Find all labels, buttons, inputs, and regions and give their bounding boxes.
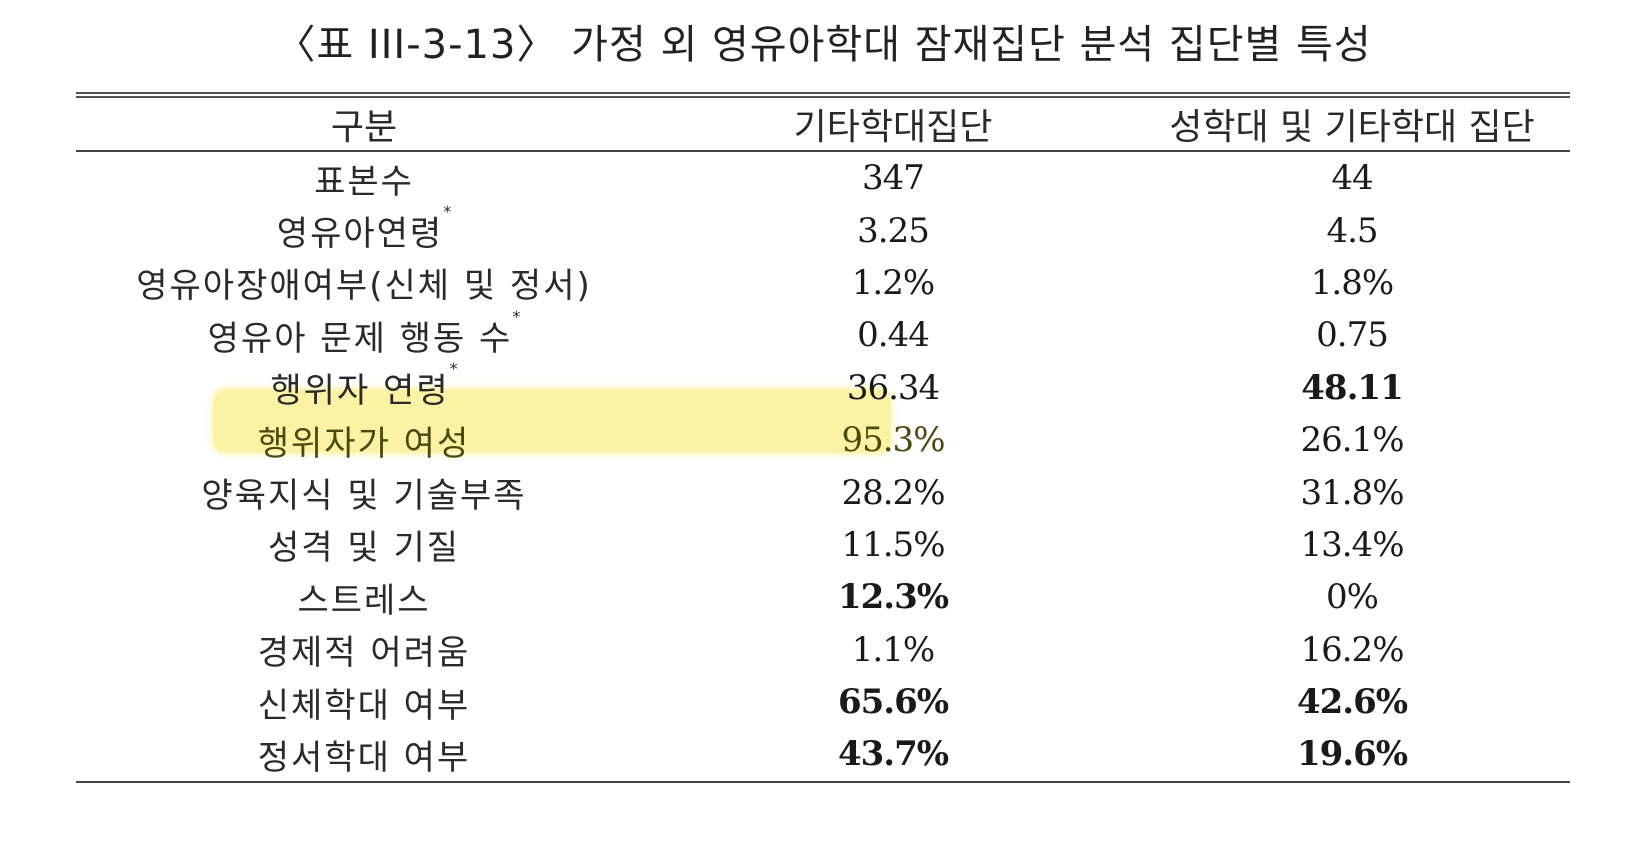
row-label-text: 성격 및 기질 bbox=[267, 528, 460, 569]
row-label: 신체학대 여부 bbox=[76, 676, 652, 728]
table-row: 양육지식 및 기술부족 28.2% 31.8% bbox=[76, 466, 1570, 518]
header-rule bbox=[76, 150, 1570, 152]
row-label-text: 신체학대 여부 bbox=[257, 685, 471, 726]
header-category: 구분 bbox=[330, 107, 398, 148]
row-label-text: 영유아연령 bbox=[276, 214, 444, 255]
row-label: 스트레스 bbox=[76, 571, 652, 623]
value-other-abuse-group: 43.7% bbox=[837, 734, 949, 775]
header-other-abuse-group: 기타학대집단 bbox=[793, 107, 993, 148]
value-sexual-abuse-group: 0.75 bbox=[1316, 315, 1389, 356]
row-label: 행위자 연령* bbox=[76, 359, 652, 414]
row-label-text: 양육지식 및 기술부족 bbox=[201, 476, 527, 517]
value-other-abuse-group: 65.6% bbox=[837, 682, 949, 723]
table-row: 영유아 문제 행동 수* 0.44 0.75 bbox=[76, 306, 1570, 361]
row-label-text: 정서학대 여부 bbox=[257, 737, 471, 778]
row-label-text: 영유아장애여부(신체 및 정서) bbox=[136, 266, 592, 307]
row-label: 성격 및 기질 bbox=[76, 519, 652, 571]
table-row: 정서학대 여부 43.7% 19.6% bbox=[76, 728, 1570, 780]
value-sexual-abuse-group: 1.8% bbox=[1310, 262, 1394, 303]
value-sexual-abuse-group: 16.2% bbox=[1300, 629, 1404, 670]
value-sexual-abuse-group: 42.6% bbox=[1296, 682, 1408, 723]
row-label-text: 영유아 문제 행동 수 bbox=[207, 318, 513, 359]
top-double-rule bbox=[76, 92, 1570, 98]
row-label: 양육지식 및 기술부족 bbox=[76, 466, 652, 518]
table-row: 행위자가 여성 95.3% 26.1% bbox=[76, 414, 1570, 466]
table-row: 영유아장애여부(신체 및 정서) 1.2% 1.8% bbox=[76, 257, 1570, 309]
row-label-text: 행위자 연령 bbox=[270, 371, 450, 412]
value-other-abuse-group: 95.3% bbox=[841, 420, 945, 461]
value-sexual-abuse-group: 4.5 bbox=[1326, 210, 1378, 251]
value-sexual-abuse-group: 44 bbox=[1331, 158, 1373, 199]
row-label-text: 행위자가 여성 bbox=[257, 423, 471, 464]
row-label: 경제적 어려움 bbox=[76, 624, 652, 676]
row-label: 행위자가 여성 bbox=[76, 414, 652, 466]
value-other-abuse-group: 1.1% bbox=[851, 629, 935, 670]
value-other-abuse-group: 36.34 bbox=[846, 367, 940, 408]
table-title: 〈표 III-3-13〉 가정 외 영유아학대 잠재집단 분석 집단별 특성 bbox=[275, 22, 1372, 68]
value-other-abuse-group: 28.2% bbox=[841, 472, 945, 513]
row-label: 정서학대 여부 bbox=[76, 728, 652, 780]
highlight-marker bbox=[214, 390, 890, 452]
table-row: 영유아연령* 3.25 4.5 bbox=[76, 202, 1570, 256]
bottom-rule bbox=[76, 780, 1570, 783]
value-other-abuse-group: 12.3% bbox=[837, 577, 949, 618]
significance-mark: * bbox=[449, 359, 458, 379]
table-row: 경제적 어려움 1.1% 16.2% bbox=[76, 624, 1570, 676]
row-label: 영유아장애여부(신체 및 정서) bbox=[76, 257, 652, 309]
data-table: 구분 기타학대집단 성학대 및 기타학대 집단 표본수 347 44 영유아연령* 3.… bbox=[76, 92, 1570, 783]
row-label: 영유아연령* bbox=[76, 202, 652, 256]
row-label-text: 스트레스 bbox=[297, 580, 431, 621]
table-row: 표본수 347 44 bbox=[76, 152, 1570, 204]
row-label: 영유아 문제 행동 수* bbox=[76, 306, 652, 361]
characteristics-table: 구분 기타학대집단 성학대 및 기타학대 집단 bbox=[76, 98, 1570, 150]
value-other-abuse-group: 3.25 bbox=[857, 210, 930, 251]
value-other-abuse-group: 347 bbox=[862, 158, 925, 199]
row-label-text: 표본수 bbox=[314, 161, 414, 202]
value-sexual-abuse-group: 31.8% bbox=[1300, 472, 1404, 513]
value-sexual-abuse-group: 0% bbox=[1326, 577, 1379, 618]
table-row: 신체학대 여부 65.6% 42.6% bbox=[76, 676, 1570, 728]
value-sexual-abuse-group: 13.4% bbox=[1300, 524, 1404, 565]
significance-mark: * bbox=[512, 306, 521, 326]
value-other-abuse-group: 11.5% bbox=[841, 524, 945, 565]
significance-mark: * bbox=[443, 202, 452, 222]
header-row: 구분 기타학대집단 성학대 및 기타학대 집단 bbox=[76, 98, 1570, 150]
table-row: 스트레스 12.3% 0% bbox=[76, 571, 1570, 623]
value-other-abuse-group: 0.44 bbox=[857, 315, 930, 356]
table-row: 행위자 연령* 36.34 48.11 bbox=[76, 359, 1570, 414]
row-label-text: 경제적 어려움 bbox=[257, 633, 471, 674]
header-sexual-abuse-group: 성학대 및 기타학대 집단 bbox=[1169, 107, 1535, 148]
row-label: 표본수 bbox=[76, 152, 652, 204]
value-sexual-abuse-group: 48.11 bbox=[1301, 367, 1403, 408]
characteristics-table-body: 표본수 347 44 영유아연령* 3.25 4.5 영유아장애여부(신체 및 정서) 1.2… bbox=[76, 152, 1570, 781]
table-row: 성격 및 기질 11.5% 13.4% bbox=[76, 519, 1570, 571]
value-sexual-abuse-group: 19.6% bbox=[1296, 734, 1408, 775]
value-other-abuse-group: 1.2% bbox=[851, 262, 935, 303]
value-sexual-abuse-group: 26.1% bbox=[1300, 420, 1404, 461]
